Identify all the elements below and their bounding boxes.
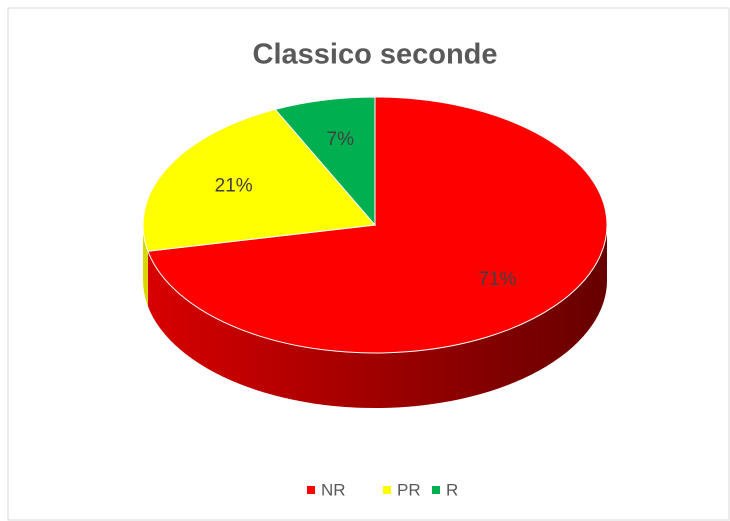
slice: [142, 108, 376, 252]
data-label: 71%: [478, 269, 516, 290]
legend-swatch: [383, 486, 391, 494]
slice: [147, 96, 608, 354]
slice: [274, 96, 376, 227]
data-label: 7%: [327, 129, 355, 150]
legend-swatch: [432, 486, 440, 494]
legend-label: R: [446, 480, 458, 499]
legend-label: NR: [321, 480, 346, 499]
slice-side-shade: [143, 225, 148, 307]
legend-label: PR: [397, 480, 421, 499]
data-label: 21%: [215, 175, 253, 196]
chart-title: Classico seconde: [253, 39, 498, 71]
legend-swatch: [307, 486, 315, 494]
slice-side-shade: [147, 225, 607, 408]
